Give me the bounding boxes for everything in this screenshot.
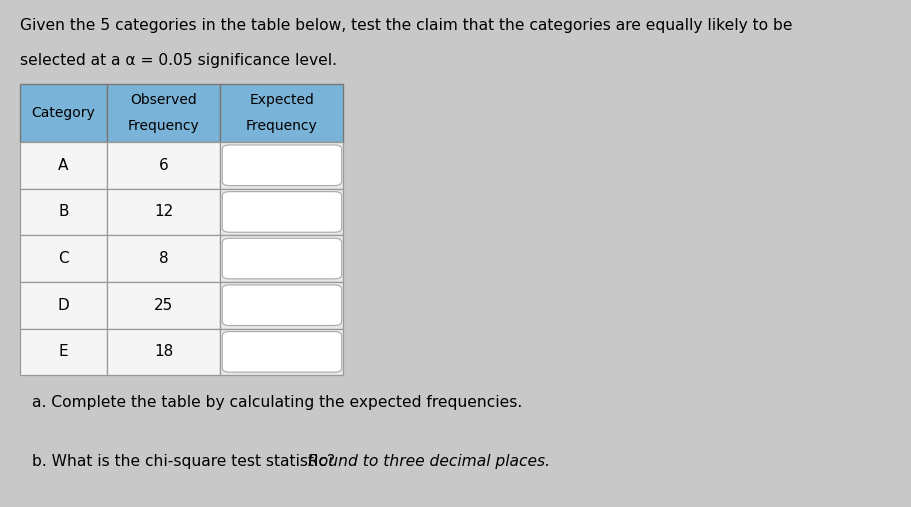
Bar — [107, 235, 220, 282]
Bar — [220, 84, 343, 142]
Text: 12: 12 — [154, 204, 173, 220]
Text: Observed: Observed — [130, 93, 197, 107]
Text: Frequency: Frequency — [246, 119, 318, 133]
Bar — [20, 84, 107, 142]
FancyBboxPatch shape — [222, 192, 342, 232]
Text: E: E — [58, 344, 68, 359]
Text: selected at a α = 0.05 significance level.: selected at a α = 0.05 significance leve… — [20, 53, 337, 68]
Bar — [220, 235, 343, 282]
Bar — [220, 142, 343, 189]
Bar — [107, 189, 220, 235]
Bar — [107, 329, 220, 375]
Bar — [107, 84, 220, 142]
Text: Round to three decimal places.: Round to three decimal places. — [308, 454, 550, 469]
Text: A: A — [58, 158, 68, 173]
Text: Category: Category — [32, 106, 95, 120]
Bar — [20, 235, 107, 282]
Text: 8: 8 — [159, 251, 169, 266]
Text: B: B — [58, 204, 68, 220]
Text: 25: 25 — [154, 298, 173, 313]
Bar — [20, 329, 107, 375]
Text: Given the 5 categories in the table below, test the claim that the categories ar: Given the 5 categories in the table belo… — [20, 18, 793, 33]
Text: b. What is the chi-square test statistic?: b. What is the chi-square test statistic… — [32, 454, 340, 469]
Bar — [220, 329, 343, 375]
Text: Expected: Expected — [250, 93, 314, 107]
Bar — [107, 142, 220, 189]
Text: a. Complete the table by calculating the expected frequencies.: a. Complete the table by calculating the… — [32, 395, 522, 411]
Text: D: D — [57, 298, 69, 313]
Bar — [20, 142, 107, 189]
Bar — [220, 189, 343, 235]
Text: Frequency: Frequency — [128, 119, 200, 133]
Bar — [20, 282, 107, 329]
FancyBboxPatch shape — [222, 238, 342, 279]
FancyBboxPatch shape — [222, 145, 342, 186]
Bar — [107, 282, 220, 329]
Bar — [20, 189, 107, 235]
FancyBboxPatch shape — [222, 285, 342, 325]
Text: 6: 6 — [159, 158, 169, 173]
Text: 18: 18 — [154, 344, 173, 359]
Bar — [220, 282, 343, 329]
FancyBboxPatch shape — [222, 332, 342, 372]
Text: C: C — [58, 251, 68, 266]
